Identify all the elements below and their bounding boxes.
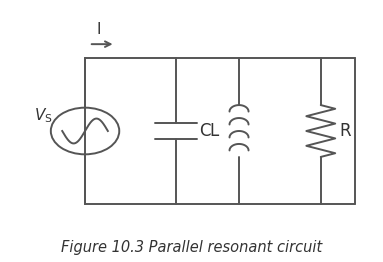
Text: I: I bbox=[96, 23, 101, 37]
Text: $V_{\rm S}$: $V_{\rm S}$ bbox=[34, 106, 52, 125]
Text: Figure 10.3 Parallel resonant circuit: Figure 10.3 Parallel resonant circuit bbox=[61, 240, 322, 255]
Text: L: L bbox=[210, 122, 219, 140]
Text: C: C bbox=[199, 122, 211, 140]
Text: R: R bbox=[340, 122, 351, 140]
